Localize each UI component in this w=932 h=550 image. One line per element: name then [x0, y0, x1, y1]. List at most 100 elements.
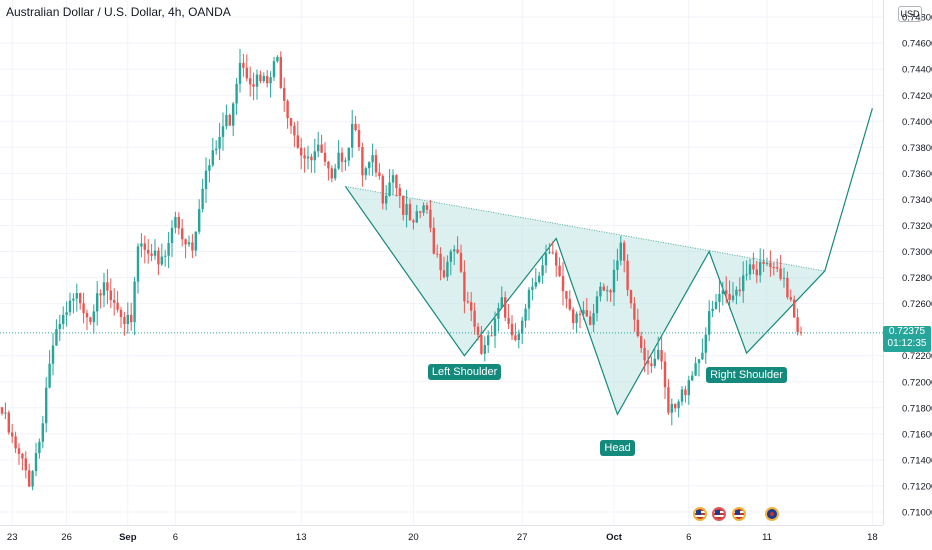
candle-body	[208, 165, 211, 171]
candle-body	[198, 209, 201, 232]
time-tick-label: 20	[408, 532, 419, 543]
candle-body	[752, 264, 755, 270]
candle-body	[211, 150, 214, 166]
candle-body	[374, 155, 378, 173]
us-event-icon[interactable]	[712, 507, 726, 521]
candle-body	[663, 361, 667, 388]
candle-body	[337, 152, 340, 169]
candle-body	[636, 319, 639, 337]
candle-body	[711, 308, 714, 312]
candle-body	[327, 161, 330, 169]
candle-body	[99, 293, 102, 296]
candle-body	[306, 156, 310, 159]
time-tick-label: 18	[867, 532, 878, 543]
candle-body	[575, 313, 578, 324]
candle-body	[714, 301, 718, 309]
candle-body	[436, 253, 439, 255]
candle-body	[14, 436, 17, 449]
candle-body	[269, 77, 272, 84]
candle-body	[116, 302, 119, 310]
left-shoulder-label[interactable]: Left Shoulder	[427, 364, 502, 381]
candle-body	[45, 387, 48, 424]
candle-body	[58, 323, 61, 329]
candle-body	[221, 126, 225, 137]
candle-body	[364, 168, 367, 176]
candle-body	[555, 252, 558, 266]
candle-body	[317, 144, 320, 152]
candle-body	[524, 308, 527, 321]
us-event-icon[interactable]	[693, 507, 707, 521]
candle-body	[225, 114, 228, 127]
candle-body	[235, 83, 238, 104]
candle-body	[405, 204, 408, 215]
candle-body	[660, 350, 663, 362]
head-label[interactable]: Head	[600, 439, 635, 456]
candle-body	[184, 239, 187, 245]
candle-body	[589, 316, 592, 325]
candle-body	[422, 205, 425, 213]
candle-body	[286, 100, 289, 119]
candle-body	[34, 453, 38, 472]
candle-body	[38, 441, 41, 454]
candle-body	[0, 407, 4, 414]
candle-body	[82, 303, 85, 314]
candle-body	[629, 289, 633, 304]
time-tick-label: 27	[517, 532, 528, 543]
candle-body	[167, 243, 170, 256]
candle-body	[4, 412, 7, 414]
candle-body	[650, 363, 653, 366]
candle-body	[378, 172, 381, 177]
candle-body	[769, 262, 772, 267]
candle-body	[419, 211, 422, 213]
candle-body	[106, 282, 109, 291]
candle-body	[65, 312, 68, 315]
candle-body	[204, 170, 208, 189]
candle-body	[463, 271, 466, 302]
candle-body	[565, 291, 568, 299]
candle-body	[245, 67, 248, 79]
candle-body	[500, 297, 503, 308]
candle-body	[283, 87, 286, 101]
candle-body	[412, 220, 415, 223]
candle-body	[670, 403, 673, 413]
candle-body	[238, 62, 242, 84]
candle-body	[789, 297, 792, 300]
candle-body	[538, 275, 541, 283]
candle-body	[55, 328, 58, 346]
candle-body	[616, 260, 619, 270]
chart-title: Australian Dollar / U.S. Dollar, 4h, OAN…	[6, 5, 231, 19]
candle-body	[109, 290, 112, 301]
candle-body	[453, 249, 456, 252]
price-tick-label: 0.71000	[902, 507, 932, 518]
time-tick-label: 6	[686, 532, 691, 543]
candle-body	[24, 458, 27, 471]
us-event-icon[interactable]	[732, 507, 746, 521]
candle-body	[718, 293, 721, 302]
candle-body	[585, 310, 588, 317]
candle-body	[41, 423, 44, 442]
candle-body	[119, 309, 123, 318]
candle-body	[742, 275, 745, 292]
candle-body	[657, 350, 660, 359]
candle-body	[548, 252, 551, 254]
candle-body	[517, 333, 520, 341]
candle-body	[249, 78, 252, 85]
candlestick-series	[0, 48, 803, 491]
candle-body	[242, 62, 245, 68]
candle-body	[21, 453, 24, 459]
right-shoulder-label[interactable]: Right Shoulder	[706, 366, 787, 383]
candle-body	[480, 334, 483, 354]
candle-body	[561, 276, 565, 292]
currency-badge[interactable]: USD	[898, 6, 922, 22]
au-event-icon[interactable]	[765, 507, 779, 521]
candle-body	[289, 118, 293, 126]
candle-body	[514, 335, 517, 341]
candle-body	[354, 123, 357, 131]
candle-body	[96, 293, 99, 312]
